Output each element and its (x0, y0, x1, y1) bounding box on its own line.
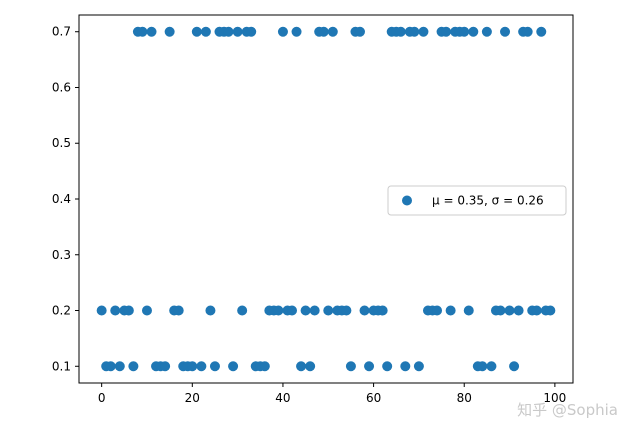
data-point (209, 361, 220, 372)
data-point (500, 26, 511, 37)
data-point (327, 26, 338, 37)
data-point (495, 305, 506, 316)
data-point (413, 361, 424, 372)
data-point (309, 305, 320, 316)
data-point (509, 361, 520, 372)
data-point (377, 305, 388, 316)
legend-label: μ = 0.35, σ = 0.26 (432, 194, 544, 208)
data-point (123, 305, 134, 316)
data-point (246, 26, 257, 37)
y-tick-label: 0.4 (52, 192, 71, 206)
data-point (296, 361, 307, 372)
data-point (513, 305, 524, 316)
data-point (345, 361, 356, 372)
data-point (441, 26, 452, 37)
data-point (259, 361, 270, 372)
x-tick-label: 20 (185, 391, 200, 405)
data-point (114, 361, 125, 372)
data-point (200, 26, 211, 37)
data-point (477, 361, 488, 372)
data-point (459, 26, 470, 37)
data-point (277, 26, 288, 37)
data-point (291, 26, 302, 37)
data-point (432, 305, 443, 316)
data-point (187, 361, 198, 372)
y-tick-label: 0.1 (52, 359, 71, 373)
data-point (486, 361, 497, 372)
legend-box (387, 185, 567, 216)
x-tick-label: 100 (543, 391, 566, 405)
legend-marker (402, 195, 412, 206)
x-tick-label: 40 (275, 391, 290, 405)
data-point (341, 305, 352, 316)
data-point (400, 361, 411, 372)
data-point (359, 305, 370, 316)
data-point (110, 305, 121, 316)
data-point (141, 305, 152, 316)
data-point (504, 305, 515, 316)
data-point (395, 26, 406, 37)
data-point (105, 361, 116, 372)
data-point (287, 305, 298, 316)
data-point (137, 26, 148, 37)
data-point (323, 305, 334, 316)
data-point (536, 26, 547, 37)
data-point (468, 26, 479, 37)
data-point (223, 26, 234, 37)
data-point (531, 305, 542, 316)
data-point (463, 305, 474, 316)
data-point (96, 305, 107, 316)
y-tick-label: 0.3 (52, 248, 71, 262)
data-point (228, 361, 239, 372)
data-point (173, 305, 184, 316)
data-point (382, 361, 393, 372)
data-points (96, 26, 556, 372)
y-tick-label: 0.5 (52, 136, 71, 150)
x-tick-label: 80 (457, 391, 472, 405)
data-point (545, 305, 556, 316)
data-point (522, 26, 533, 37)
watermark: 知乎 @Sophia (517, 401, 618, 419)
x-tick-label: 0 (98, 391, 106, 405)
y-tick-label: 0.6 (52, 80, 71, 94)
data-point (205, 305, 216, 316)
data-point (273, 305, 284, 316)
data-point (481, 26, 492, 37)
data-point (445, 305, 456, 316)
x-axis: 0 20 40 60 80 100 (98, 383, 566, 405)
data-point (364, 361, 375, 372)
legend: μ = 0.35, σ = 0.26 (387, 185, 567, 216)
data-point (232, 26, 243, 37)
data-point (191, 26, 202, 37)
data-point (164, 26, 175, 37)
data-point (196, 361, 207, 372)
y-axis: 0.1 0.2 0.3 0.4 0.5 0.6 0.7 (52, 25, 79, 373)
x-tick-label: 60 (366, 391, 381, 405)
data-point (146, 26, 157, 37)
data-point (237, 305, 248, 316)
data-point (305, 361, 316, 372)
data-point (318, 26, 329, 37)
y-tick-label: 0.2 (52, 304, 71, 318)
data-point (128, 361, 139, 372)
data-point (300, 305, 311, 316)
y-tick-label: 0.7 (52, 25, 71, 39)
data-point (409, 26, 420, 37)
data-point (160, 361, 171, 372)
data-point (418, 26, 429, 37)
data-point (354, 26, 365, 37)
